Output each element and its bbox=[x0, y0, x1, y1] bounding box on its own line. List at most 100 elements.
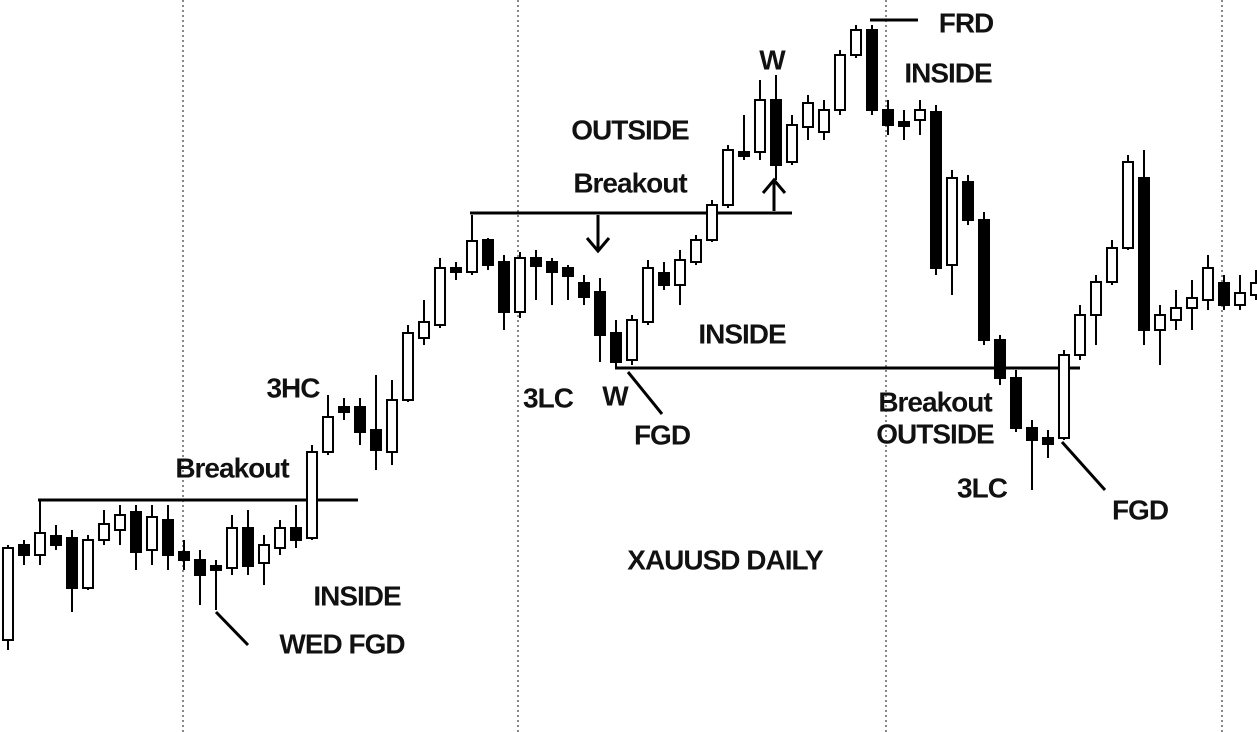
candle-body bbox=[850, 29, 862, 56]
candle-body bbox=[690, 239, 702, 263]
candle-body bbox=[1090, 281, 1102, 316]
candle-body bbox=[530, 257, 542, 267]
candle-body bbox=[994, 339, 1006, 379]
candle-body bbox=[978, 219, 990, 341]
candle-body bbox=[1106, 247, 1118, 283]
candle-body bbox=[674, 259, 686, 286]
candle-body bbox=[258, 544, 270, 564]
candle-body bbox=[274, 527, 286, 549]
annotation: OUTSIDE bbox=[571, 114, 689, 145]
annotation-lines bbox=[38, 18, 1107, 647]
candle-body bbox=[18, 544, 30, 556]
candle-body bbox=[594, 291, 606, 336]
candle-body bbox=[1138, 177, 1150, 331]
candle-body bbox=[962, 181, 974, 221]
candle-body bbox=[706, 204, 718, 241]
annotation: Breakout bbox=[573, 167, 687, 198]
arrow-head bbox=[585, 237, 611, 254]
annotation: FGD bbox=[1112, 494, 1169, 525]
arrow-head bbox=[761, 177, 787, 194]
candle-body bbox=[642, 267, 654, 323]
candle-body bbox=[1170, 307, 1182, 321]
candle-body bbox=[418, 321, 430, 339]
candle-body bbox=[834, 54, 846, 111]
candle-body bbox=[1250, 282, 1257, 296]
annotation: W bbox=[759, 44, 786, 75]
candle-body bbox=[946, 177, 958, 266]
annotation: WED FGD bbox=[279, 628, 405, 659]
candle-body bbox=[1058, 354, 1070, 439]
candle-body bbox=[162, 519, 174, 556]
candle-body bbox=[658, 272, 670, 286]
candle-body bbox=[66, 537, 78, 589]
candle-body bbox=[466, 240, 478, 273]
candle-body bbox=[322, 416, 334, 453]
candle-body bbox=[786, 124, 798, 163]
candle-body bbox=[818, 109, 830, 133]
pointer-line bbox=[1060, 440, 1107, 492]
candle-body bbox=[770, 99, 782, 166]
annotation: INSIDE bbox=[313, 580, 401, 611]
candle-body bbox=[866, 29, 878, 111]
candle-body bbox=[610, 332, 622, 363]
annotation: INSIDE bbox=[904, 57, 992, 88]
candle-body bbox=[338, 406, 350, 413]
annotation: OUTSIDE bbox=[876, 418, 994, 449]
candle-body bbox=[194, 559, 206, 576]
candle-body bbox=[130, 511, 142, 553]
chart-title: XAUUSD DAILY bbox=[627, 544, 824, 575]
candle-body bbox=[1122, 161, 1134, 249]
pointer-line bbox=[626, 371, 664, 415]
candle-body bbox=[498, 261, 510, 313]
candle-body bbox=[1218, 282, 1230, 306]
candle-body bbox=[1186, 297, 1198, 309]
annotation: INSIDE bbox=[698, 318, 786, 349]
candle-body bbox=[1154, 314, 1166, 331]
candle-body bbox=[242, 527, 254, 567]
candle-body bbox=[578, 282, 590, 298]
annotation: FGD bbox=[634, 419, 691, 450]
candle-body bbox=[1202, 267, 1214, 301]
annotation: FRD bbox=[939, 7, 994, 38]
candle-body bbox=[802, 102, 814, 128]
candle-body bbox=[386, 399, 398, 453]
annotation: 3LC bbox=[523, 382, 574, 413]
candle-body bbox=[402, 332, 414, 401]
candle-body bbox=[450, 267, 462, 273]
candle-body bbox=[1074, 314, 1086, 356]
annotation: Breakout bbox=[878, 386, 992, 417]
candle-body bbox=[738, 151, 750, 157]
candle-body bbox=[434, 267, 446, 326]
annotation: Breakout bbox=[175, 452, 289, 483]
candle-body bbox=[1010, 377, 1022, 429]
candle-body bbox=[1026, 427, 1038, 441]
candle-body bbox=[482, 239, 494, 266]
candle-body bbox=[2, 547, 14, 641]
candle-body bbox=[82, 539, 94, 589]
candle-body bbox=[930, 111, 942, 269]
annotation: W bbox=[602, 380, 629, 411]
pointer-line bbox=[214, 610, 250, 647]
candle-body bbox=[370, 429, 382, 451]
annotation: 3LC bbox=[957, 472, 1008, 503]
candle-body bbox=[50, 535, 62, 546]
candle-body bbox=[98, 523, 110, 541]
candle-body bbox=[1234, 292, 1246, 306]
candle-body bbox=[754, 99, 766, 153]
candle-body bbox=[146, 516, 158, 551]
candle-body bbox=[290, 527, 302, 541]
candle-body bbox=[306, 451, 318, 539]
candle-body bbox=[114, 514, 126, 531]
candle-body bbox=[722, 149, 734, 206]
candle-body bbox=[898, 121, 910, 127]
annotation: 3HC bbox=[266, 372, 320, 403]
candle-body bbox=[546, 261, 558, 273]
candle-body bbox=[210, 565, 222, 571]
candle-body bbox=[354, 406, 366, 433]
candle-body bbox=[914, 109, 926, 121]
candle-body bbox=[626, 319, 638, 361]
candle-body bbox=[226, 527, 238, 569]
candle-body bbox=[514, 257, 526, 313]
candle-body bbox=[178, 551, 190, 561]
